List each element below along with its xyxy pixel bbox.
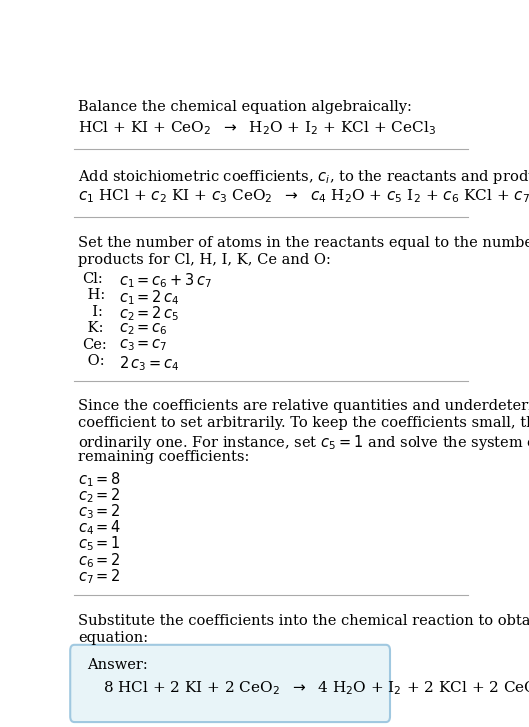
Text: $c_2 = c_6$: $c_2 = c_6$ — [120, 321, 168, 337]
Text: $c_1$ HCl + $c_2$ KI + $c_3$ CeO$_2$  $\rightarrow$  $c_4$ H$_2$O + $c_5$ I$_2$ : $c_1$ HCl + $c_2$ KI + $c_3$ CeO$_2$ $\r… — [78, 188, 529, 205]
Text: coefficient to set arbitrarily. To keep the coefficients small, the arbitrary va: coefficient to set arbitrarily. To keep … — [78, 416, 529, 430]
Text: $c_4 = 4$: $c_4 = 4$ — [78, 518, 122, 537]
Text: $c_1 = 8$: $c_1 = 8$ — [78, 470, 122, 489]
Text: remaining coefficients:: remaining coefficients: — [78, 450, 250, 465]
Text: equation:: equation: — [78, 631, 149, 645]
Text: K:: K: — [83, 321, 103, 335]
Text: Substitute the coefficients into the chemical reaction to obtain the balanced: Substitute the coefficients into the che… — [78, 614, 529, 627]
Text: $c_5 = 1$: $c_5 = 1$ — [78, 535, 121, 553]
Text: Answer:: Answer: — [87, 658, 148, 672]
Text: $c_1 = 2\,c_4$: $c_1 = 2\,c_4$ — [120, 288, 180, 307]
Text: $c_6 = 2$: $c_6 = 2$ — [78, 551, 121, 569]
Text: Since the coefficients are relative quantities and underdetermined, choose a: Since the coefficients are relative quan… — [78, 399, 529, 413]
Text: Cl:: Cl: — [83, 272, 103, 286]
Text: ordinarily one. For instance, set $c_5 = 1$ and solve the system of equations fo: ordinarily one. For instance, set $c_5 =… — [78, 433, 529, 452]
Text: $c_3 = c_7$: $c_3 = c_7$ — [120, 337, 168, 353]
Text: $c_7 = 2$: $c_7 = 2$ — [78, 567, 121, 586]
Text: HCl + KI + CeO$_2$  $\rightarrow$  H$_2$O + I$_2$ + KCl + CeCl$_3$: HCl + KI + CeO$_2$ $\rightarrow$ H$_2$O … — [78, 119, 436, 137]
Text: $2\,c_3 = c_4$: $2\,c_3 = c_4$ — [120, 354, 180, 373]
Text: products for Cl, H, I, K, Ce and O:: products for Cl, H, I, K, Ce and O: — [78, 253, 331, 267]
Text: $c_1 = c_6 + 3\,c_7$: $c_1 = c_6 + 3\,c_7$ — [120, 272, 213, 291]
Text: I:: I: — [83, 305, 103, 318]
Text: Set the number of atoms in the reactants equal to the number of atoms in the: Set the number of atoms in the reactants… — [78, 236, 529, 250]
Text: Balance the chemical equation algebraically:: Balance the chemical equation algebraica… — [78, 100, 412, 113]
Text: $c_3 = 2$: $c_3 = 2$ — [78, 502, 121, 521]
Text: Ce:: Ce: — [83, 337, 107, 352]
Text: O:: O: — [83, 354, 104, 368]
Text: Add stoichiometric coefficients, $c_i$, to the reactants and products:: Add stoichiometric coefficients, $c_i$, … — [78, 168, 529, 185]
FancyBboxPatch shape — [70, 645, 390, 722]
Text: 8 HCl + 2 KI + 2 CeO$_2$  $\rightarrow$  4 H$_2$O + I$_2$ + 2 KCl + 2 CeCl$_3$: 8 HCl + 2 KI + 2 CeO$_2$ $\rightarrow$ 4… — [103, 679, 529, 697]
Text: $c_2 = 2\,c_5$: $c_2 = 2\,c_5$ — [120, 305, 180, 324]
Text: $c_2 = 2$: $c_2 = 2$ — [78, 486, 121, 505]
Text: H:: H: — [83, 288, 105, 302]
